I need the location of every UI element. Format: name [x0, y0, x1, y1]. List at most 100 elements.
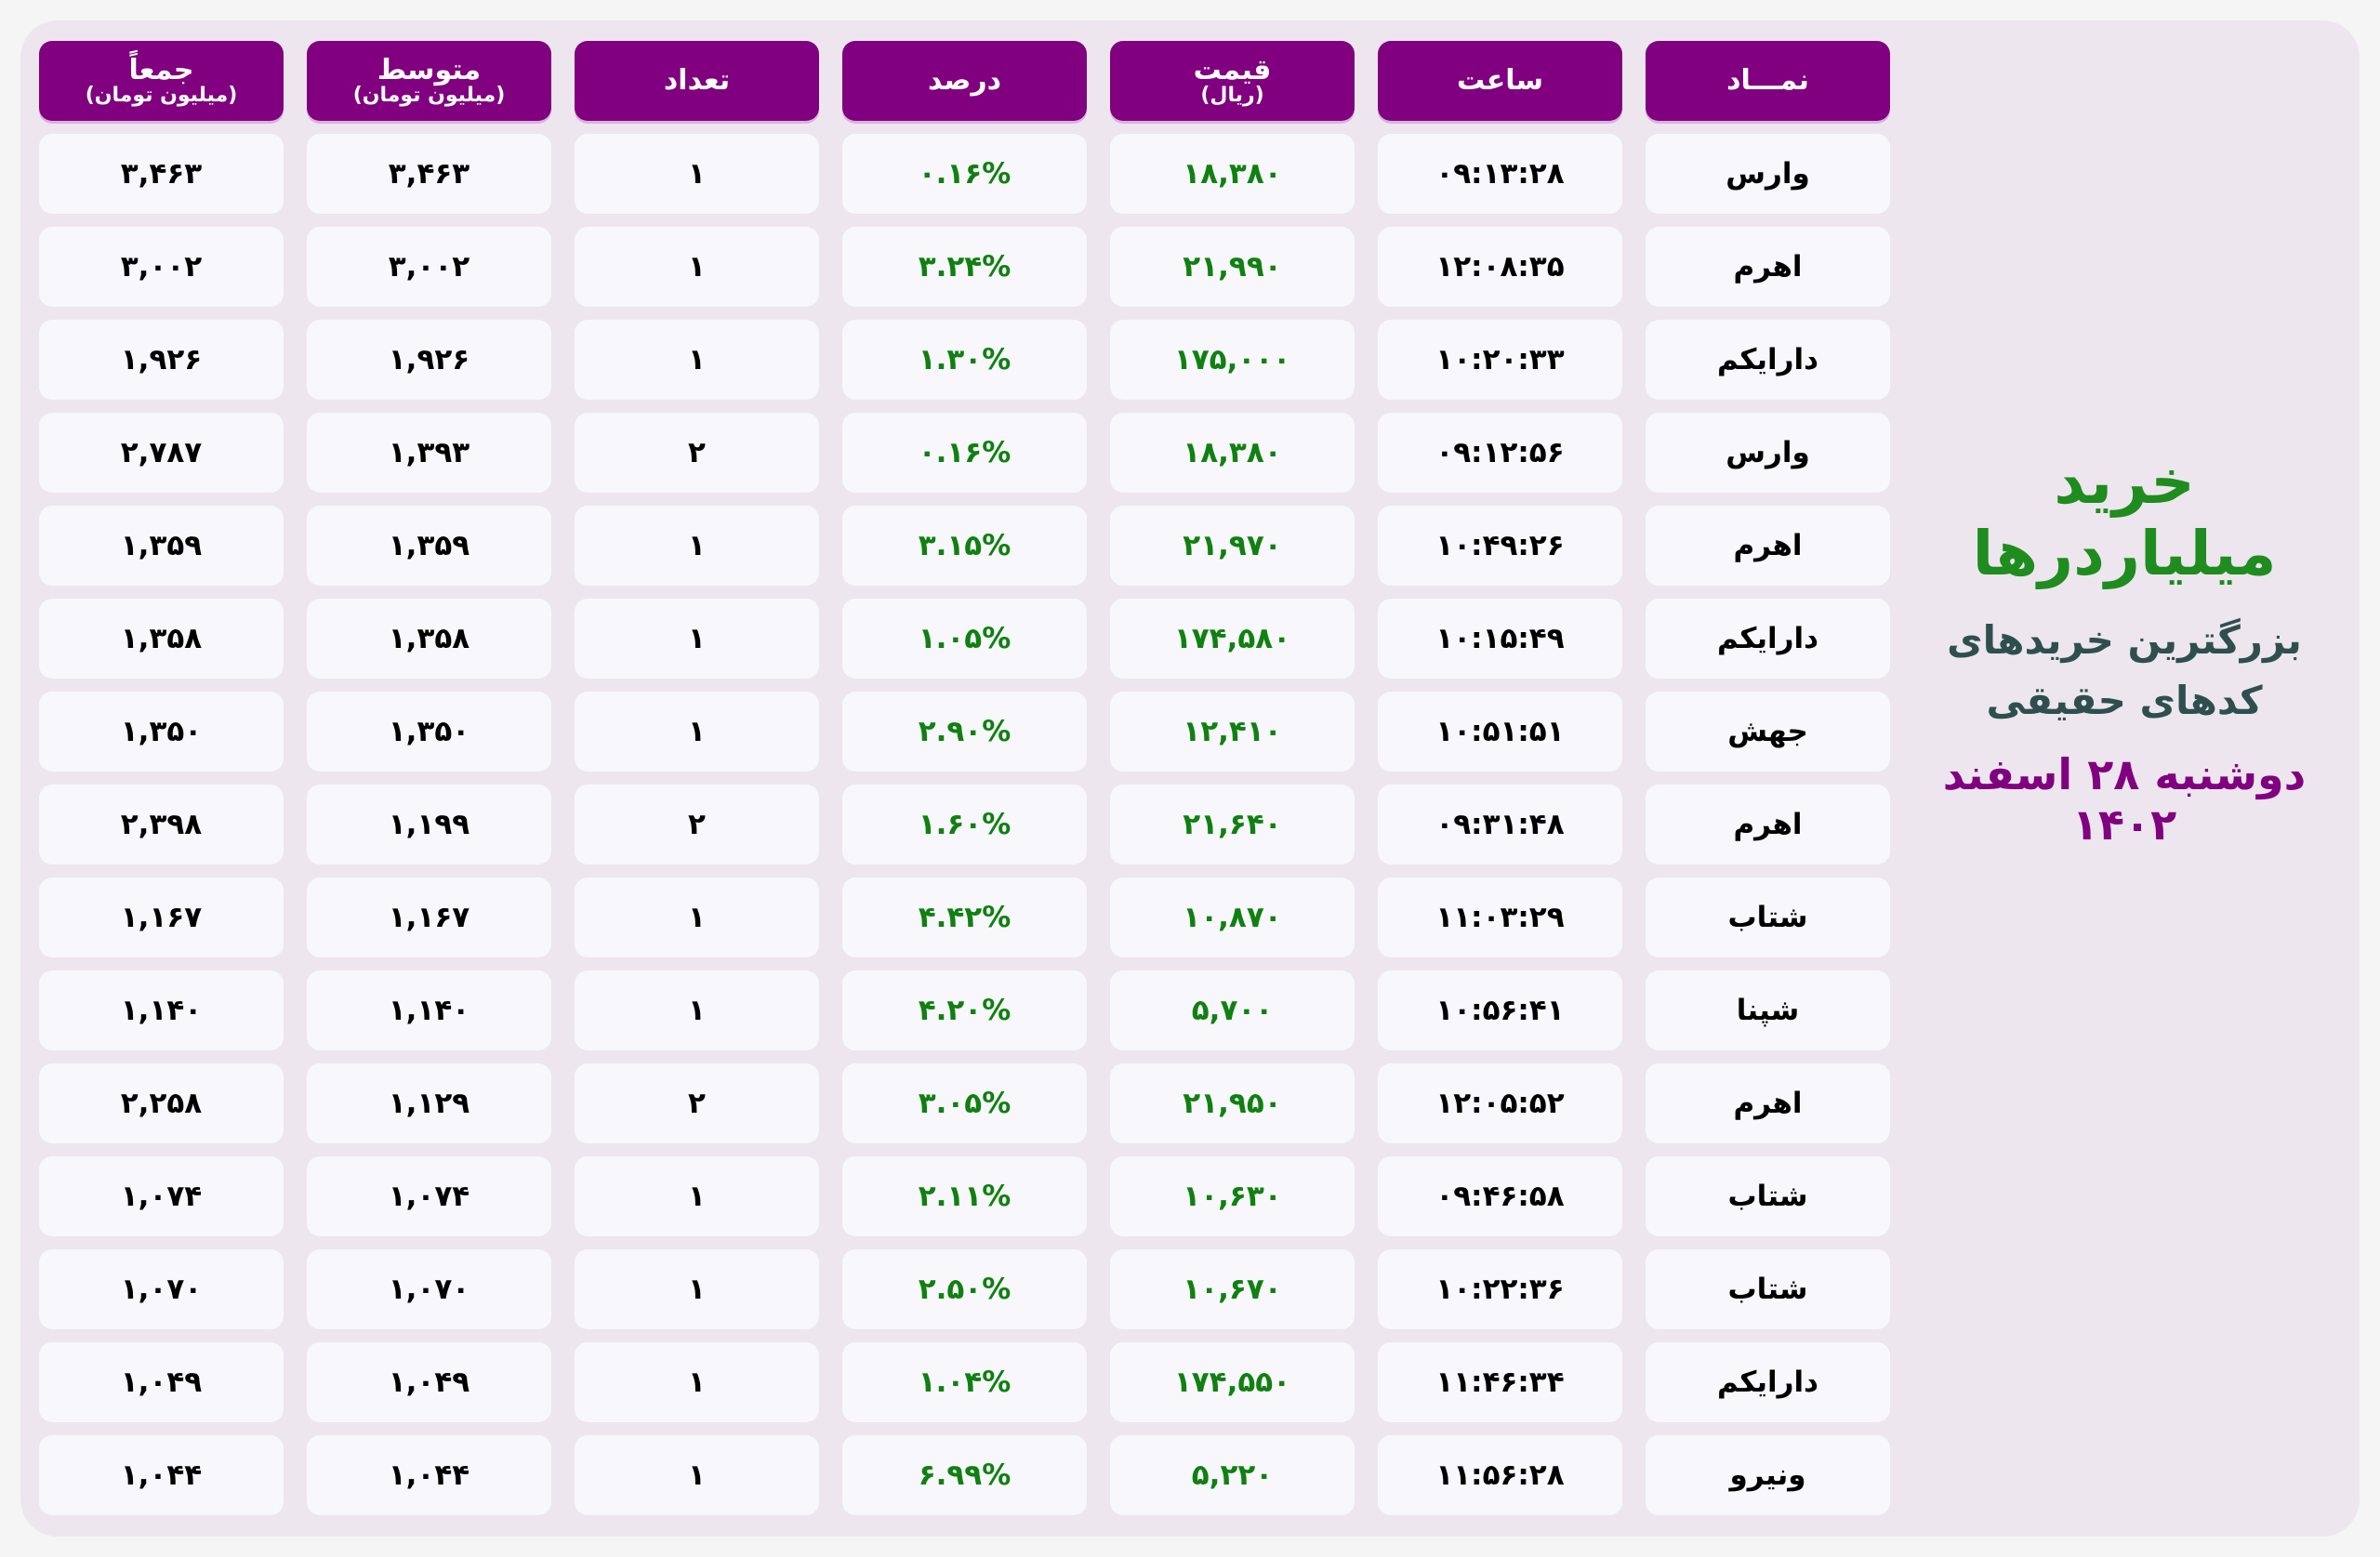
cell-percent: ۳.۱۵%	[842, 506, 1087, 586]
header-sublabel: (ریال)	[1200, 84, 1264, 108]
cell-symbol: وارس	[1646, 413, 1890, 493]
cell-total: ۳,۰۰۲	[39, 227, 284, 307]
cell-average: ۱,۳۵۸	[307, 599, 551, 679]
cell-count: ۱	[575, 692, 819, 772]
cell-time: ۰۹:۴۶:۵۸	[1378, 1156, 1622, 1236]
cell-total: ۱,۳۵۰	[39, 692, 284, 772]
cell-symbol: شتاب	[1646, 1156, 1890, 1236]
cell-percent: ۰.۱۶%	[842, 413, 1087, 493]
cell-time: ۱۰:۵۱:۵۱	[1378, 692, 1622, 772]
cell-time: ۱۲:۰۵:۵۲	[1378, 1063, 1622, 1143]
cell-count: ۱	[575, 970, 819, 1050]
cell-total: ۱,۰۴۹	[39, 1342, 284, 1422]
cell-count: ۱	[575, 1342, 819, 1422]
cell-average: ۱,۰۷۴	[307, 1156, 551, 1236]
cell-percent: ۱.۰۵%	[842, 599, 1087, 679]
cell-average: ۳,۰۰۲	[307, 227, 551, 307]
cell-count: ۱	[575, 506, 819, 586]
header-sublabel: (میلیون تومان)	[352, 84, 506, 108]
cell-total: ۱,۰۴۴	[39, 1435, 284, 1515]
header-label: درصد	[928, 64, 1001, 98]
cell-price: ۱۷۴,۵۸۰	[1110, 599, 1355, 679]
header-time: ساعت	[1378, 41, 1622, 121]
cell-average: ۱,۰۷۰	[307, 1249, 551, 1329]
side-info: خرید میلیاردرها بزرگترین خریدهای کدهای ح…	[1897, 446, 2352, 850]
header-label: قیمت	[1193, 53, 1272, 86]
cell-symbol: اهرم	[1646, 785, 1890, 864]
cell-symbol: شتاب	[1646, 877, 1890, 957]
header-sublabel: (میلیون تومان)	[85, 84, 238, 108]
cell-price: ۱۲,۴۱۰	[1110, 692, 1355, 772]
cell-symbol: شتاب	[1646, 1249, 1890, 1329]
subtitle-line-2: کدهای حقیقی	[1986, 678, 2263, 724]
cell-time: ۰۹:۱۳:۲۸	[1378, 134, 1622, 214]
cell-average: ۱,۰۴۴	[307, 1435, 551, 1515]
cell-symbol: جهش	[1646, 692, 1890, 772]
cell-average: ۱,۳۵۰	[307, 692, 551, 772]
header-symbol: نمـــاد	[1646, 41, 1890, 121]
cell-percent: ۳.۲۴%	[842, 227, 1087, 307]
cell-symbol: اهرم	[1646, 227, 1890, 307]
header-count: تعداد	[575, 41, 819, 121]
header-percent: درصد	[842, 41, 1087, 121]
cell-price: ۲۱,۶۴۰	[1110, 785, 1355, 864]
cell-symbol: شپنا	[1646, 970, 1890, 1050]
subtitle-line-1: بزرگترین خریدهای	[1947, 617, 2302, 663]
cell-count: ۱	[575, 877, 819, 957]
cell-average: ۱,۱۲۹	[307, 1063, 551, 1143]
cell-total: ۳,۴۶۳	[39, 134, 284, 214]
cell-count: ۱	[575, 1435, 819, 1515]
header-label: متوسط	[377, 53, 482, 86]
cell-total: ۱,۳۵۹	[39, 506, 284, 586]
header-label: ساعت	[1456, 64, 1544, 98]
cell-count: ۱	[575, 320, 819, 400]
cell-symbol: دارا‌یکم	[1646, 320, 1890, 400]
cell-time: ۱۰:۴۹:۲۶	[1378, 506, 1622, 586]
date-label: دوشنبه ۲۸ اسفند ۱۴۰۲	[1942, 749, 2307, 851]
cell-price: ۱۰,۶۳۰	[1110, 1156, 1355, 1236]
cell-average: ۱,۱۶۷	[307, 877, 551, 957]
cell-price: ۱۰,۸۷۰	[1110, 877, 1355, 957]
cell-percent: ۲.۹۰%	[842, 692, 1087, 772]
page-title: خرید میلیاردرها	[1972, 446, 2277, 589]
cell-percent: ۲.۱۱%	[842, 1156, 1087, 1236]
cell-percent: ۶.۹۹%	[842, 1435, 1087, 1515]
header-label: نمـــاد	[1726, 64, 1809, 98]
cell-time: ۱۱:۵۶:۲۸	[1378, 1435, 1622, 1515]
cell-total: ۱,۳۵۸	[39, 599, 284, 679]
cell-count: ۱	[575, 134, 819, 214]
cell-percent: ۱.۶۰%	[842, 785, 1087, 864]
cell-time: ۱۱:۴۶:۳۴	[1378, 1342, 1622, 1422]
cell-count: ۱	[575, 1249, 819, 1329]
cell-price: ۱۸,۳۸۰	[1110, 413, 1355, 493]
header-label: تعداد	[663, 64, 731, 98]
cell-percent: ۰.۱۶%	[842, 134, 1087, 214]
cell-count: ۲	[575, 1063, 819, 1143]
cell-price: ۲۱,۹۷۰	[1110, 506, 1355, 586]
cell-symbol: ونیرو	[1646, 1435, 1890, 1515]
cell-average: ۱,۳۵۹	[307, 506, 551, 586]
cell-count: ۱	[575, 599, 819, 679]
cell-price: ۵,۷۰۰	[1110, 970, 1355, 1050]
cell-total: ۲,۳۹۸	[39, 785, 284, 864]
header-price: قیمت (ریال)	[1110, 41, 1355, 121]
cell-total: ۱,۰۷۰	[39, 1249, 284, 1329]
cell-percent: ۱.۰۴%	[842, 1342, 1087, 1422]
cell-time: ۱۰:۵۶:۴۱	[1378, 970, 1622, 1050]
cell-time: ۱۲:۰۸:۳۵	[1378, 227, 1622, 307]
cell-count: ۱	[575, 1156, 819, 1236]
cell-percent: ۴.۲۰%	[842, 970, 1087, 1050]
cell-percent: ۲.۵۰%	[842, 1249, 1087, 1329]
cell-average: ۱,۰۴۹	[307, 1342, 551, 1422]
cell-price: ۲۱,۹۵۰	[1110, 1063, 1355, 1143]
cell-total: ۲,۷۸۷	[39, 413, 284, 493]
cell-total: ۲,۲۵۸	[39, 1063, 284, 1143]
cell-price: ۱۸,۳۸۰	[1110, 134, 1355, 214]
cell-time: ۱۱:۰۳:۲۹	[1378, 877, 1622, 957]
cell-time: ۱۰:۲۰:۳۳	[1378, 320, 1622, 400]
cell-total: ۱,۱۶۷	[39, 877, 284, 957]
cell-percent: ۱.۳۰%	[842, 320, 1087, 400]
cell-symbol: اهرم	[1646, 1063, 1890, 1143]
cell-time: ۱۰:۲۲:۳۶	[1378, 1249, 1622, 1329]
cell-symbol: وارس	[1646, 134, 1890, 214]
